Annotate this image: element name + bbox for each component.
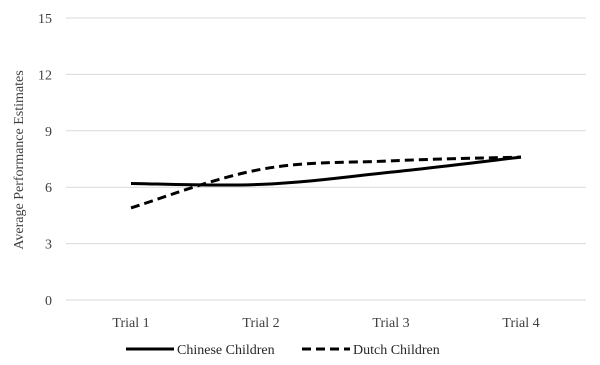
y-tick-label: 9 — [45, 125, 52, 140]
legend: Chinese Children Dutch Children — [126, 343, 440, 358]
x-tick-label: Trial 2 — [242, 316, 279, 331]
y-tick-label: 12 — [38, 68, 52, 83]
legend-label-chinese-children: Chinese Children — [177, 343, 275, 358]
legend-label-dutch-children: Dutch Children — [353, 343, 440, 358]
y-axis-title: Average Performance Estimates — [12, 70, 27, 249]
series-lines — [130, 155, 522, 210]
x-tick-label: Trial 3 — [372, 316, 409, 331]
x-tick-label: Trial 1 — [112, 316, 149, 331]
y-tick-label: 3 — [45, 238, 52, 253]
series-line-dutch-children — [130, 155, 522, 210]
gridlines — [66, 17, 586, 301]
y-tick-label: 0 — [45, 294, 52, 309]
series-line-chinese-children — [130, 155, 522, 187]
y-axis: 0 3 6 9 12 15 — [38, 12, 52, 309]
x-axis: Trial 1 Trial 2 Trial 3 Trial 4 — [112, 316, 539, 331]
y-tick-label: 6 — [45, 181, 52, 196]
x-tick-label: Trial 4 — [502, 316, 539, 331]
y-tick-label: 15 — [38, 12, 52, 27]
